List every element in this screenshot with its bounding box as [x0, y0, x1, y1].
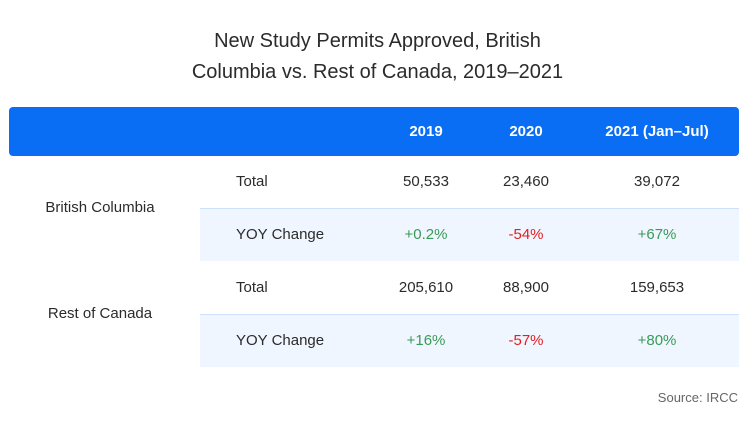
table-cell-positive: +67% — [637, 226, 677, 243]
chart-title: New Study Permits Approved, British Colu… — [0, 26, 755, 88]
row-divider — [200, 208, 739, 209]
chart-title-line-1: New Study Permits Approved, British — [214, 30, 541, 52]
table-cell-positive: +0.2% — [404, 226, 448, 243]
table-cell: 39,072 — [634, 173, 680, 190]
group-label-rest-of-canada: Rest of Canada — [47, 305, 153, 322]
table-row: YOY Change +0.2% -54% +67% — [200, 209, 739, 261]
table-cell: 205,610 — [398, 279, 454, 296]
table-cell: 23,460 — [503, 173, 549, 190]
metric-label: Total — [236, 173, 268, 190]
metric-label: YOY Change — [236, 332, 325, 349]
row-divider — [200, 314, 739, 315]
table-cell: 88,900 — [503, 279, 549, 296]
table-row: YOY Change +16% -57% +80% — [200, 315, 739, 367]
column-header-2021: 2021 (Jan–Jul) — [605, 123, 709, 140]
table-cell-negative: -54% — [508, 226, 544, 243]
table-cell: 50,533 — [403, 173, 449, 190]
table-header: 2019 2020 2021 (Jan–Jul) — [9, 107, 739, 156]
table-row: Total 50,533 23,460 39,072 — [200, 156, 739, 208]
chart-title-line-2: Columbia vs. Rest of Canada, 2019–2021 — [191, 61, 564, 83]
table-row: Total 205,610 88,900 159,653 — [200, 262, 739, 314]
column-header-2019: 2019 — [409, 123, 443, 140]
metric-label: YOY Change — [236, 226, 325, 243]
source-note: Source: IRCC — [657, 390, 738, 405]
table-cell: 159,653 — [629, 279, 685, 296]
table-cell-negative: -57% — [508, 332, 544, 349]
table-cell-positive: +80% — [637, 332, 677, 349]
metric-label: Total — [236, 279, 268, 296]
table-cell-positive: +16% — [406, 332, 446, 349]
group-label-british-columbia: British Columbia — [45, 199, 155, 216]
column-header-2020: 2020 — [509, 123, 543, 140]
